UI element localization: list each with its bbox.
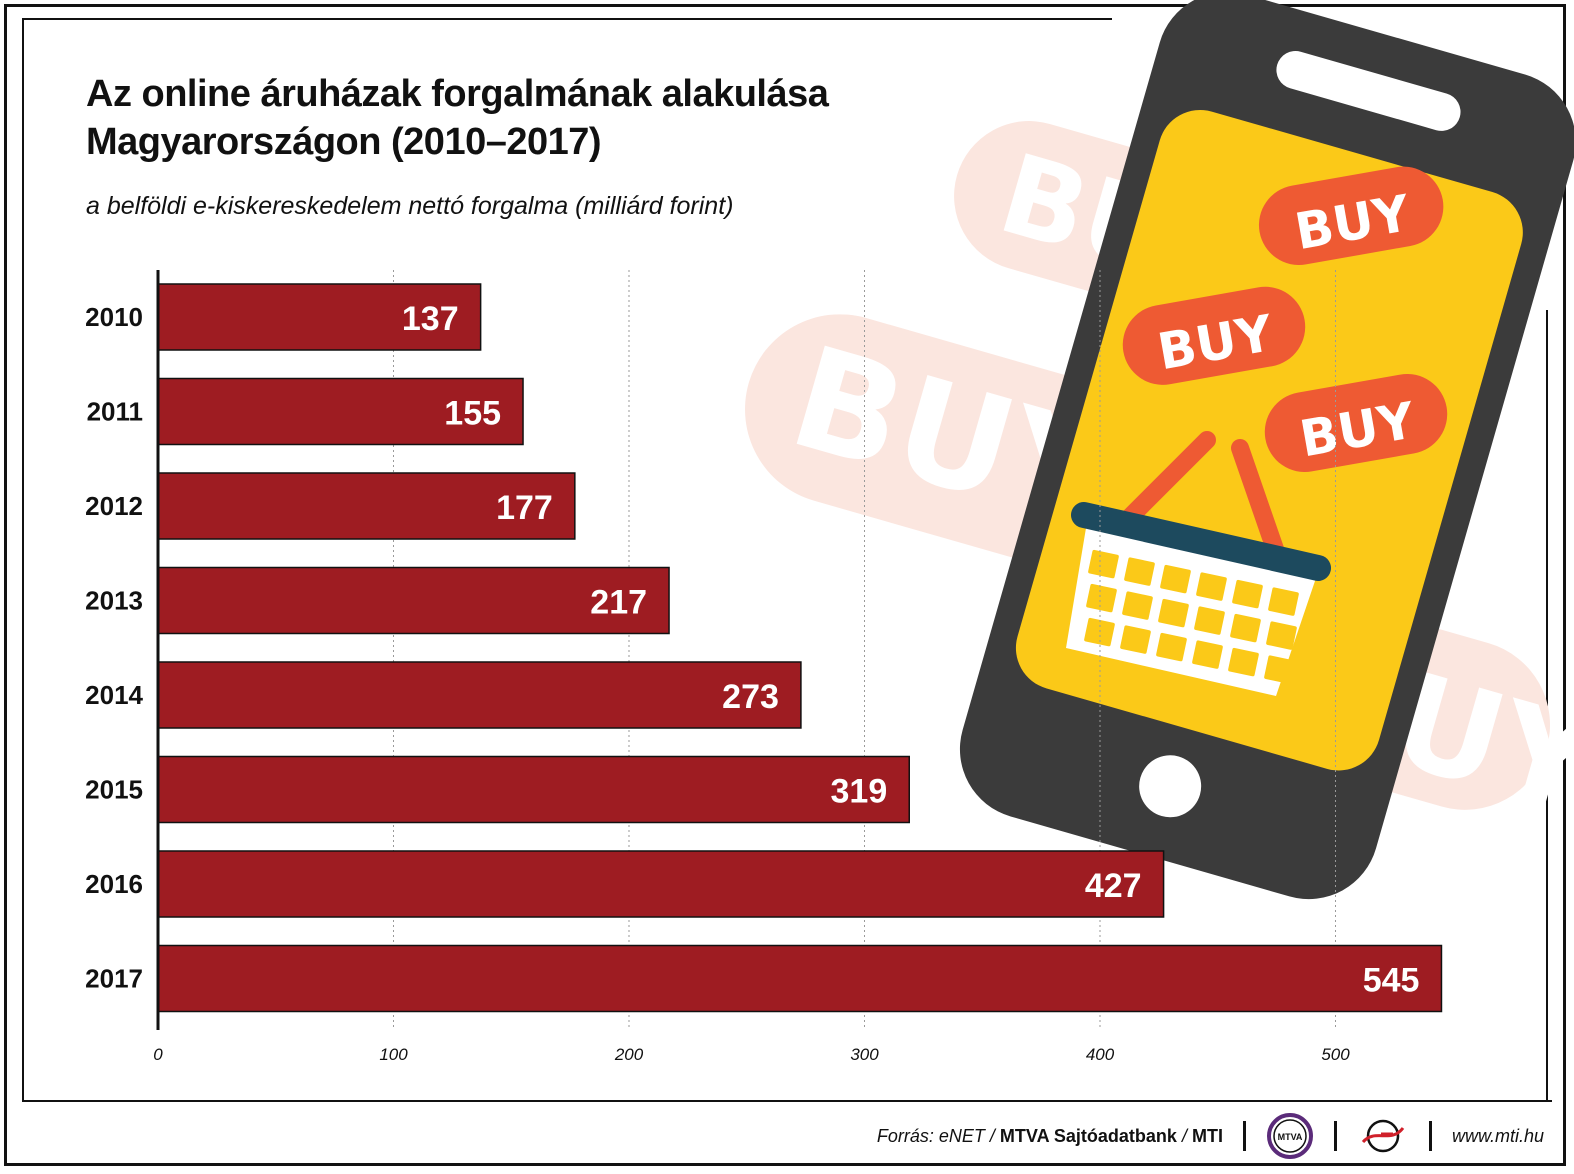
buy-badge [1258,166,1444,266]
buy-badge [1264,373,1448,473]
x-tick-label: 400 [1086,1045,1115,1064]
footer-separator [1428,1121,1432,1151]
inner-frame [22,18,1552,1102]
bar-value-label: 273 [722,678,779,716]
bar [157,472,576,540]
x-tick-label: 200 [614,1045,644,1064]
chart-subtitle: a belföldi e-kiskereskedelem nettó forga… [86,192,734,220]
outer-frame [4,4,1566,1166]
mti-logo-icon [1357,1116,1409,1156]
x-tick-label: 100 [379,1045,408,1064]
home-button-icon [1139,755,1202,818]
basket-cell [1194,606,1225,635]
bar-value-label: 319 [831,773,888,811]
basket-cell [1228,647,1259,677]
y-category-label: 2016 [85,869,143,899]
footer-separator [1242,1121,1246,1151]
buy-badge [1122,286,1306,385]
bar-value-label: 217 [590,584,647,622]
footer-separator [1333,1121,1337,1151]
basket-cell [1120,625,1151,654]
x-tick-label: 300 [850,1045,879,1064]
y-category-label: 2017 [85,964,143,994]
basket-cell [1122,591,1153,620]
x-tick-label: 500 [1321,1045,1350,1064]
basket-cell [1156,632,1187,662]
bar [157,850,1165,918]
basket-cell [1196,572,1227,601]
y-category-label: 2012 [85,491,143,521]
basket-cell [1232,579,1263,609]
basket-cell [1124,557,1155,586]
basket-cell [1086,583,1117,613]
bar-value-label: 177 [496,489,553,527]
phone-speaker [1276,51,1461,131]
y-category-label: 2013 [85,586,143,616]
bar [157,377,524,446]
basket-cell [1158,598,1189,628]
bar-value-label: 137 [402,300,459,338]
source-mti: MTI [1191,1125,1223,1146]
y-category-label: 2011 [87,397,143,427]
y-category-label: 2010 [85,302,143,332]
bar [157,755,910,824]
basket-cell [1084,617,1115,647]
chart-title-line-1: Az online áruházak forgalmának alakulása [86,73,829,115]
basket-cell [1160,564,1191,594]
mtva-logo-icon: MTVA [1266,1112,1314,1160]
y-category-label: 2014 [85,680,143,710]
bar [157,661,802,729]
bars: 137 155 177 217 273 319 427 545 [157,283,1443,1013]
chart-title-line-2: Magyarországon (2010–2017) [86,121,602,163]
source-prefix: Forrás: eNET / [876,1125,995,1146]
bar [157,944,1443,1013]
chart-title: Az online áruházak forgalmának alakulása… [86,70,829,166]
basket-cell [1264,655,1295,684]
basket-cell [1192,640,1223,669]
footer: Forrás: eNET / MTVA Sajtóadatbank / MTI … [876,1113,1544,1159]
bar-value-label: 427 [1085,867,1142,905]
basket-cell [1268,587,1299,616]
basket-cell [1088,549,1119,579]
bar-value-label: 155 [444,395,501,433]
basket-cell [1266,621,1297,650]
source-url: www.mti.hu [1451,1125,1544,1146]
inner-frame-top-line [22,18,1112,20]
axes: 0 100 200 300 400 500 2010 2011 2012 2013 2014 2015… [85,270,1350,1064]
shopping-basket-icon [1066,431,1331,696]
source-slash: / [1181,1125,1187,1146]
y-category-label: 2015 [85,775,143,805]
bar-value-label: 545 [1363,962,1420,1000]
x-tick-label: 0 [153,1045,163,1064]
mtva-logo-text: MTVA [1278,1132,1303,1142]
basket-cell [1230,613,1261,643]
bar [157,566,670,635]
bar [157,283,482,351]
source-mtva: MTVA Sajtóadatbank [999,1125,1177,1146]
buy-badges: BUY BUY BUY [1122,166,1448,473]
